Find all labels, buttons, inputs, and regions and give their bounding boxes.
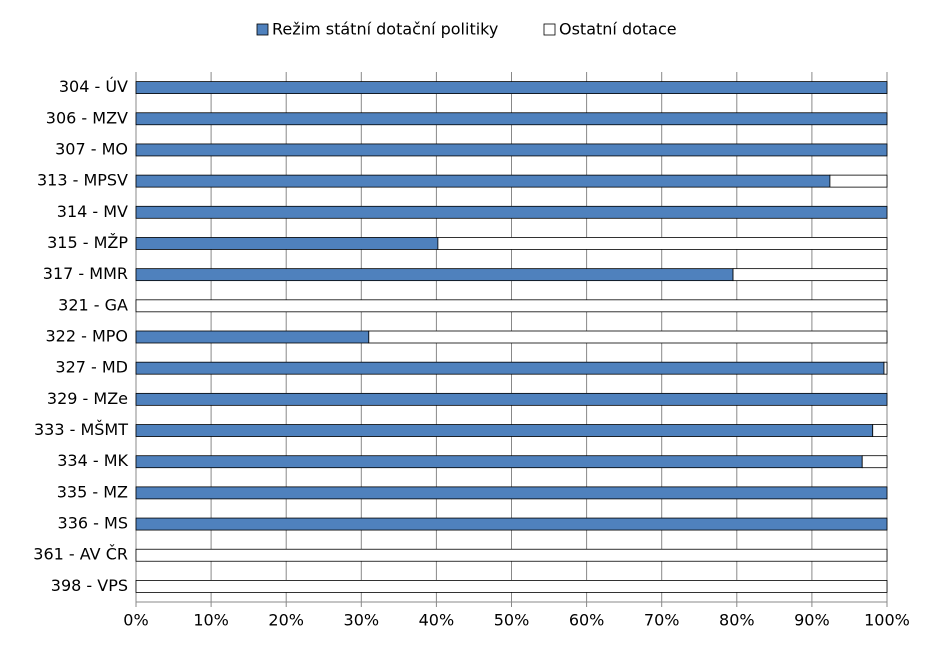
bar-segment [135, 548, 888, 562]
bar-segment [861, 455, 888, 469]
bar-segment [437, 237, 888, 250]
x-tick-label: 20% [268, 611, 304, 630]
bar-segment [135, 361, 885, 375]
y-tick-label: 361 - AV ČR [33, 545, 128, 564]
y-tick-label: 398 - VPS [51, 576, 128, 595]
x-tick-label: 90% [794, 611, 830, 630]
y-tick-label: 306 - MZV [46, 108, 128, 127]
bar-segment [135, 580, 888, 593]
bar-segment [135, 392, 888, 406]
x-tick-label: 80% [719, 611, 755, 630]
bar-segment [872, 424, 888, 437]
bar-segment [135, 174, 831, 188]
y-tick-label: 329 - MZe [47, 389, 128, 408]
y-tick-label: 321 - GA [58, 295, 128, 314]
y-tick-label: 304 - ÚV [59, 77, 128, 96]
y-tick-label: 322 - MPO [45, 327, 128, 346]
x-tick-label: 70% [644, 611, 680, 630]
bar-segment [135, 330, 370, 344]
y-tick-label: 336 - MS [58, 514, 128, 533]
bar-segment [135, 455, 863, 469]
bar-segment [883, 361, 888, 375]
y-tick-label: 307 - MO [55, 139, 128, 158]
bar-segment [135, 299, 888, 313]
bar-segment [135, 205, 888, 219]
x-tick-label: 30% [344, 611, 380, 630]
y-tick-label: 334 - MK [57, 451, 128, 470]
x-tick-label: 100% [864, 611, 910, 630]
bar-segment [135, 268, 734, 282]
legend-swatch [543, 23, 556, 36]
y-tick-label: 333 - MŠMT [34, 420, 128, 439]
bar-segment [368, 330, 888, 344]
bar-segment [829, 174, 888, 188]
bar-segment [135, 237, 439, 250]
legend-swatch [256, 23, 269, 36]
x-tick-label: 60% [569, 611, 605, 630]
x-tick-label: 50% [494, 611, 530, 630]
y-tick-label: 315 - MŽP [47, 233, 128, 252]
x-tick-label: 10% [193, 611, 229, 630]
x-tick-label: 0% [123, 611, 148, 630]
legend-label: Režim státní dotační politiky [272, 20, 498, 39]
y-tick-label: 317 - MMR [43, 264, 128, 283]
bar-segment [135, 143, 888, 157]
bar-segment [135, 486, 888, 500]
bar-segment [732, 268, 888, 282]
y-tick-label: 327 - MD [55, 358, 128, 377]
y-tick-label: 314 - MV [57, 202, 128, 221]
y-tick-label: 313 - MPSV [37, 171, 128, 190]
bar-segment [135, 112, 888, 126]
y-tick-label: 335 - MZ [57, 482, 128, 501]
bar-segment [135, 424, 874, 437]
bar-segment [135, 81, 888, 94]
legend-label: Ostatní dotace [559, 20, 677, 39]
bar-segment [135, 517, 888, 531]
x-tick-label: 40% [419, 611, 455, 630]
